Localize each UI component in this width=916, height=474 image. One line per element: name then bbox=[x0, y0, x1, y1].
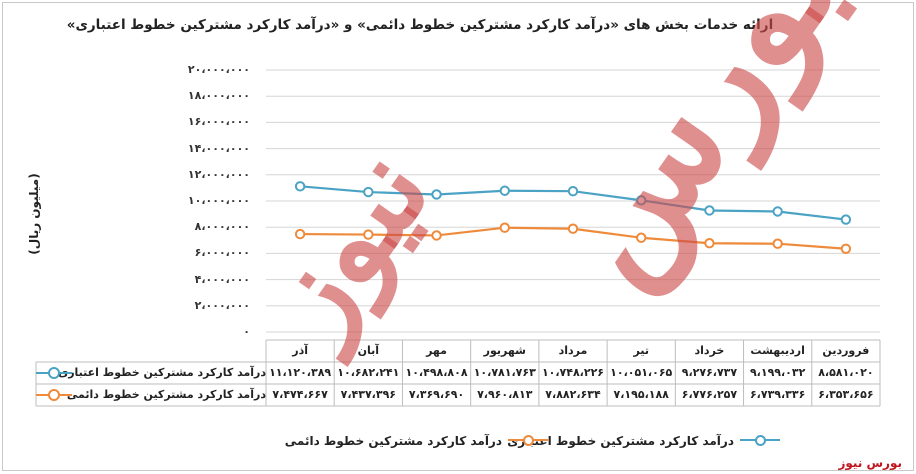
x-category-label: خرداد bbox=[694, 344, 725, 357]
x-category-label: اردیبهشت bbox=[750, 344, 805, 357]
data-point bbox=[499, 222, 510, 233]
y-tick-label: ۲۰،۰۰۰،۰۰۰ bbox=[187, 63, 250, 76]
x-category-label: آذر bbox=[292, 344, 308, 357]
table-cell: ۱۰،۴۹۸،۸۰۸ bbox=[405, 366, 468, 379]
y-tick-label: ۱۴،۰۰۰،۰۰۰ bbox=[187, 141, 250, 155]
table-cell: ۱۱،۱۲۰،۳۸۹ bbox=[269, 366, 332, 379]
y-tick-label: ۰ bbox=[243, 325, 250, 338]
table-cell: ۱۰،۷۸۱،۷۶۳ bbox=[473, 366, 536, 379]
y-tick-label: ۱۲،۰۰۰،۰۰۰ bbox=[187, 167, 250, 181]
data-point bbox=[704, 205, 715, 216]
data-point bbox=[704, 238, 715, 249]
legend-swatch-marker bbox=[523, 435, 534, 446]
data-point bbox=[567, 223, 579, 234]
data-point bbox=[294, 228, 306, 240]
table-row-marker bbox=[48, 367, 60, 379]
table-cell: ۷،۳۶۹،۶۹۰ bbox=[408, 388, 465, 401]
table-cell: ۱۰،۶۸۲،۲۴۱ bbox=[337, 366, 400, 379]
data-point bbox=[567, 185, 579, 197]
x-category-label: تیر bbox=[633, 344, 649, 357]
table-cell: ۹،۲۷۶،۷۳۷ bbox=[681, 366, 738, 379]
y-tick-label: ۶،۰۰۰،۰۰۰ bbox=[194, 246, 250, 260]
table-cell: ۷،۸۸۲،۶۳۴ bbox=[545, 388, 601, 401]
y-tick-label: ۸،۰۰۰،۰۰۰ bbox=[194, 220, 250, 234]
table-cell: ۷،۴۳۷،۳۹۶ bbox=[340, 388, 396, 401]
data-point bbox=[840, 214, 852, 225]
legend-entry-label: درآمد کارکرد مشترکین خطوط دائمی bbox=[284, 434, 502, 448]
data-point bbox=[772, 206, 783, 217]
data-point bbox=[294, 181, 306, 192]
legend-swatch-marker bbox=[755, 435, 766, 446]
table-cell: ۶،۳۵۳،۶۵۶ bbox=[818, 388, 874, 401]
data-point bbox=[840, 243, 852, 254]
x-category-label: مهر bbox=[426, 344, 447, 357]
table-cell: ۹،۱۹۹،۰۳۲ bbox=[749, 366, 806, 379]
y-tick-label: ۴،۰۰۰،۰۰۰ bbox=[194, 272, 250, 286]
data-point bbox=[431, 230, 442, 241]
table-cell: ۶،۷۷۶،۲۵۷ bbox=[681, 388, 738, 401]
table-cell: ۷،۹۶۰،۸۱۳ bbox=[477, 388, 533, 401]
table-cell: ۷،۱۹۵،۱۸۸ bbox=[613, 388, 669, 401]
table-cell: ۱۰،۷۴۸،۲۲۶ bbox=[541, 366, 605, 379]
data-point bbox=[363, 229, 374, 240]
table-cell: ۷،۴۷۴،۶۶۷ bbox=[272, 388, 328, 401]
x-category-label: شهریور bbox=[483, 344, 526, 357]
data-point bbox=[636, 232, 647, 243]
data-point bbox=[499, 185, 510, 196]
data-point bbox=[772, 238, 783, 249]
x-category-label: آبان bbox=[357, 344, 380, 357]
table-row-marker bbox=[48, 389, 60, 401]
y-tick-label: ۲،۰۰۰،۰۰۰ bbox=[194, 298, 250, 312]
x-category-label: فروردین bbox=[822, 344, 870, 357]
brand-logo-text: بورس نیوز bbox=[838, 456, 902, 470]
table-row-label: درآمد کارکرد مشترکین خطوط دائمی bbox=[66, 388, 266, 401]
x-category-label: مرداد bbox=[558, 344, 588, 357]
data-point bbox=[431, 189, 442, 200]
chart-title: ارائه خدمات بخش های «درآمد کارکرد مشترکی… bbox=[66, 17, 774, 33]
legend-entry-label: درآمد کارکرد مشترکین خطوط اعتباری bbox=[507, 434, 734, 448]
y-tick-label: ۱۰،۰۰۰،۰۰۰ bbox=[187, 194, 250, 207]
data-point bbox=[363, 186, 374, 198]
table-row-label: درآمد کارکرد مشترکین خطوط اعتباری bbox=[58, 366, 266, 379]
data-point bbox=[636, 195, 647, 206]
table-cell: ۸،۵۸۱،۰۲۰ bbox=[818, 366, 874, 379]
table-cell: ۱۰،۰۵۱،۰۶۵ bbox=[610, 366, 673, 379]
y-tick-label: ۱۸،۰۰۰،۰۰۰ bbox=[187, 89, 250, 103]
table-cell: ۶،۷۳۹،۳۳۶ bbox=[749, 388, 806, 401]
y-tick-label: ۱۶،۰۰۰،۰۰۰ bbox=[187, 115, 250, 129]
